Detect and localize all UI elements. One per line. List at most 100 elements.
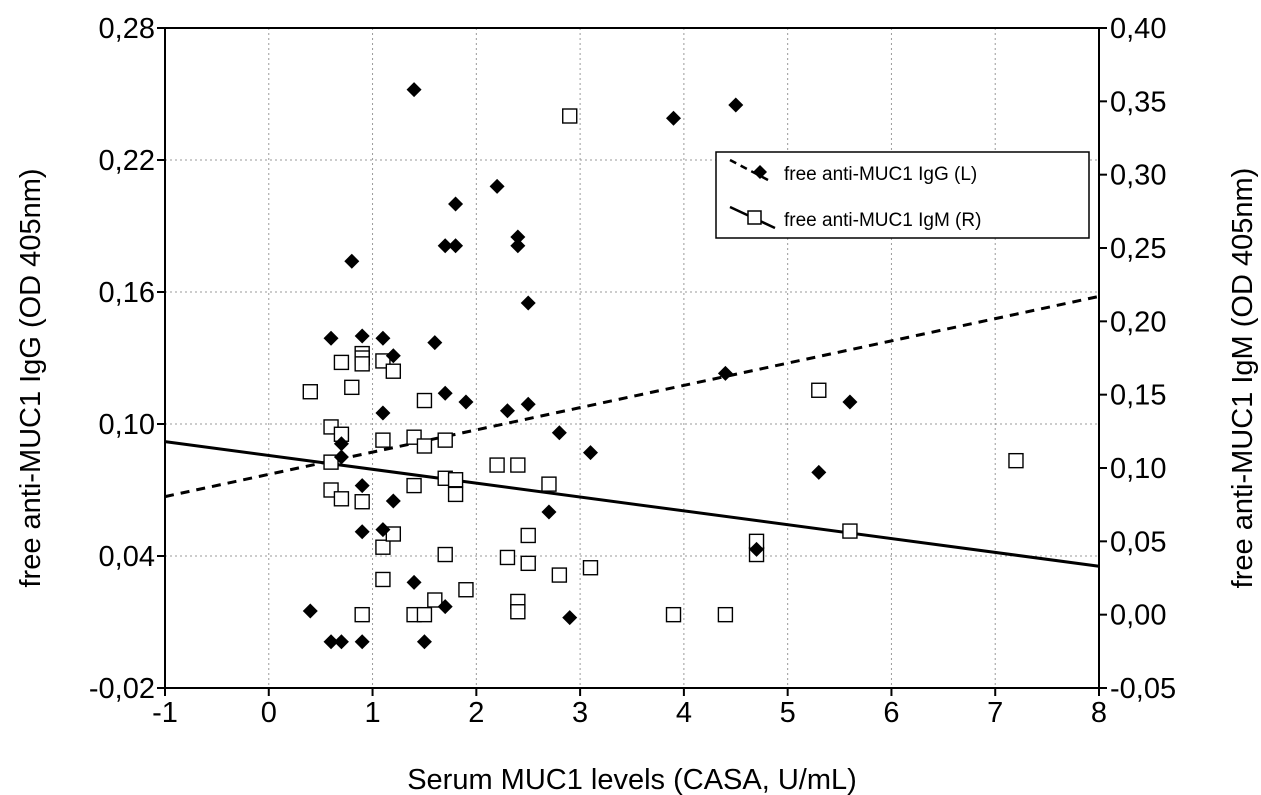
igg-point: [541, 504, 557, 520]
fit-lines: [164, 294, 1100, 568]
igg-point: [842, 394, 858, 410]
igg-point: [354, 328, 370, 344]
igg-point: [323, 330, 339, 346]
igm-point: [385, 526, 402, 542]
legend-igg-label: free anti-MUC1 IgG (L): [784, 164, 977, 185]
igm-point: [1008, 452, 1024, 469]
igm-point: [416, 392, 433, 409]
y-right-tick-label: 0,10: [1110, 453, 1166, 485]
x-tick-label: 3: [572, 697, 588, 729]
igg-point: [344, 253, 360, 269]
igg-point: [427, 335, 443, 351]
igm-point: [582, 560, 599, 576]
x-tick-label: 5: [780, 697, 796, 729]
x-tick-label: 0: [261, 697, 277, 729]
legend-igg-marker: [753, 165, 767, 179]
igm-point: [811, 382, 827, 398]
igg-point: [333, 449, 349, 465]
igm-point: [302, 384, 318, 400]
y-right-tick-label: 0,40: [1110, 13, 1166, 45]
igm-point: [541, 476, 557, 492]
igm-point: [375, 539, 391, 555]
igg-point: [354, 478, 370, 494]
y-left-tick-label: 0,04: [99, 541, 155, 573]
igg-point: [520, 396, 536, 412]
igm-point: [447, 472, 464, 488]
igg-point: [458, 394, 474, 410]
igm-point: [354, 356, 370, 372]
igg-point: [551, 425, 567, 441]
igg-point: [385, 493, 401, 509]
igm-point: [489, 457, 505, 473]
x-tick-label: 1: [364, 697, 380, 729]
igm-point: [416, 606, 433, 623]
y-right-tick-label: -0,05: [1110, 673, 1176, 705]
igg-point: [499, 403, 515, 419]
igm-point: [458, 582, 474, 598]
igg-point: [811, 464, 827, 480]
igm-point: [520, 527, 536, 544]
igg-point: [354, 634, 370, 650]
igm-point: [354, 606, 370, 623]
y-left-axis-ticks: -0,02 0,04 0,10 0,16 0,22 0,28: [89, 13, 165, 705]
igm-point: [406, 477, 422, 494]
igg-point: [406, 574, 422, 590]
igg-point: [333, 634, 349, 650]
fit-line-series-1: [164, 440, 1100, 568]
legend-igm-marker: [747, 210, 762, 225]
x-tick-label: 2: [468, 697, 484, 729]
igg-point: [510, 238, 526, 254]
igg-point: [582, 445, 598, 461]
igm-point: [375, 571, 391, 588]
igm-point: [717, 606, 734, 623]
igg-point: [354, 524, 370, 540]
igg-point: [385, 348, 401, 364]
igg-point: [437, 238, 453, 254]
x-axis-title: Serum MUC1 levels (CASA, U/mL): [407, 764, 857, 795]
igm-point: [665, 606, 682, 623]
legend-box: [715, 151, 1090, 239]
x-tick-label: 6: [883, 697, 899, 729]
igg-point: [510, 229, 526, 245]
igg-point: [406, 82, 422, 98]
y-left-axis-title: free anti-MUC1 IgG (OD 405nm): [15, 168, 47, 587]
igg-point: [375, 405, 391, 421]
igm-point: [551, 567, 568, 583]
igm-point: [437, 432, 453, 448]
y-left-tick-label: 0,22: [99, 145, 155, 177]
igg-point: [333, 436, 349, 452]
x-tick-label: -1: [152, 697, 178, 729]
igm-point: [416, 438, 433, 454]
igg-point: [520, 295, 536, 311]
legend: free anti-MUC1 IgG (L) free anti-MUC1 Ig…: [715, 151, 1090, 239]
igm-point: [447, 486, 464, 503]
igg-point: [437, 385, 453, 401]
igm-point: [344, 379, 360, 396]
igm-point: [499, 549, 516, 566]
igg-point: [416, 634, 432, 650]
y-right-axis-ticks: -0,05 0,00 0,05 0,10 0,15 0,20 0,25 0,30 0,35 0,4…: [1099, 13, 1176, 705]
igg-point: [448, 196, 464, 212]
y-left-tick-label: -0,02: [89, 673, 155, 705]
igg-point: [728, 97, 744, 113]
igm-point: [510, 604, 526, 620]
igg-point: [437, 599, 453, 615]
y-left-tick-label: 0,16: [99, 277, 155, 309]
data-points: [302, 82, 1024, 650]
y-right-tick-label: 0,15: [1110, 380, 1166, 412]
igm-point: [842, 523, 858, 539]
igg-point: [489, 178, 505, 194]
igg-point: [323, 634, 339, 650]
x-tick-label: 4: [676, 697, 692, 729]
y-right-tick-label: 0,20: [1110, 306, 1166, 338]
x-tick-label: 7: [987, 697, 1003, 729]
legend-igm-label: free anti-MUC1 IgM (R): [784, 210, 981, 231]
igm-point: [385, 363, 402, 379]
igm-point: [520, 555, 536, 572]
y-right-axis-title: free anti-MUC1 IgM (OD 405nm): [1227, 168, 1259, 589]
igg-point: [562, 610, 578, 626]
igm-point: [375, 432, 391, 448]
y-right-tick-label: 0,00: [1110, 600, 1166, 632]
igm-point: [510, 457, 526, 473]
